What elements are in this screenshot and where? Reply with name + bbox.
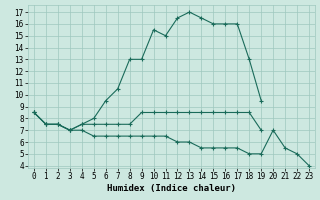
X-axis label: Humidex (Indice chaleur): Humidex (Indice chaleur): [107, 184, 236, 193]
